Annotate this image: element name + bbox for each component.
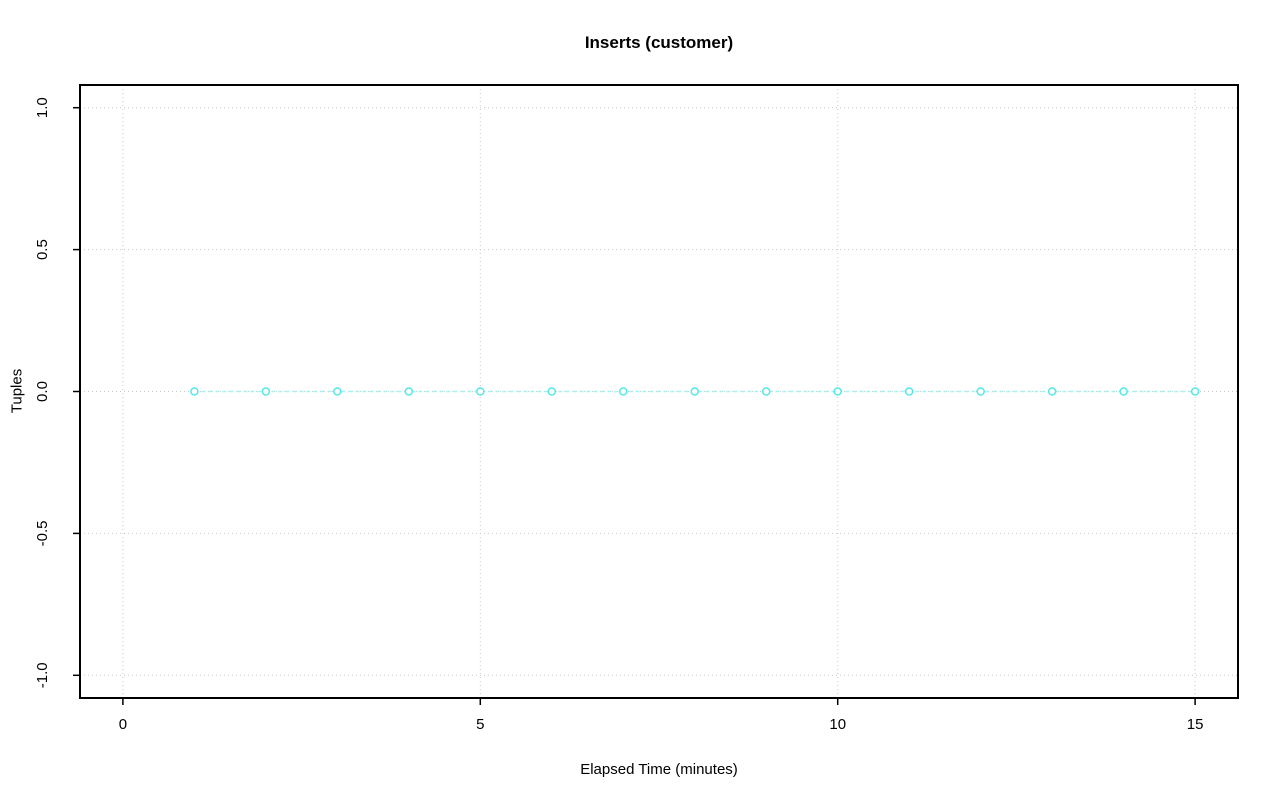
x-tick-label: 15 (1187, 716, 1204, 733)
data-point (904, 387, 914, 396)
data-point (333, 387, 342, 396)
plot-border (79, 84, 1239, 699)
data-point (190, 387, 199, 396)
y-tick-label: 0.5 (34, 239, 51, 260)
data-point (1190, 387, 1200, 396)
y-tick-label: -1.0 (34, 662, 51, 688)
x-axis-label: Elapsed Time (minutes) (580, 761, 738, 778)
data-point (976, 387, 985, 396)
x-tick-label: 0 (119, 716, 127, 733)
data-point (619, 387, 628, 396)
x-tick-label: 10 (829, 716, 846, 733)
chart-title: Inserts (customer) (584, 33, 734, 52)
y-tick-label: 1.0 (34, 97, 51, 118)
data-point (547, 387, 557, 396)
y-tick-label: 0.0 (34, 381, 51, 402)
y-axis-label: Tuples (8, 368, 26, 414)
y-tick-label: -0.5 (34, 520, 51, 546)
x-tick-label: 5 (476, 716, 484, 733)
data-point (833, 387, 842, 396)
data-point (404, 387, 414, 396)
data-point (690, 387, 699, 396)
data-point (261, 387, 271, 396)
data-point (476, 387, 485, 396)
data-point (761, 387, 771, 396)
data-point (1047, 387, 1057, 396)
data-point (1119, 387, 1128, 396)
